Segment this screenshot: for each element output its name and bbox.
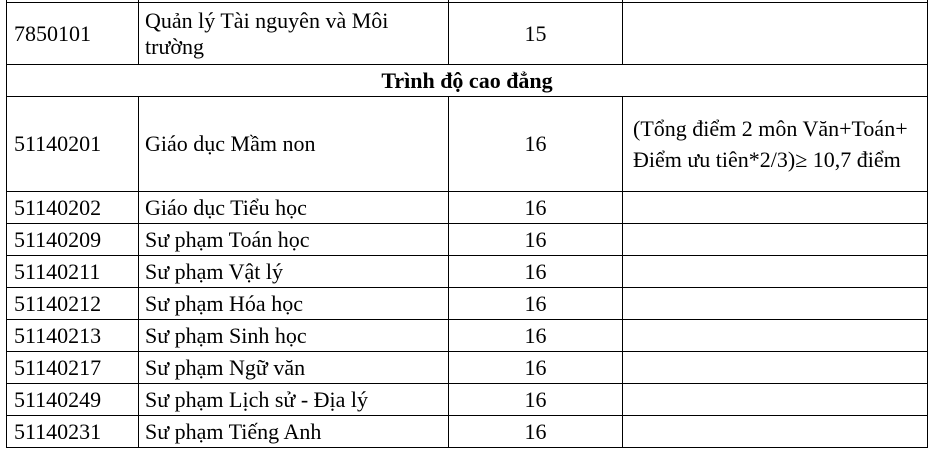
major-name: Sư phạm Tiếng Anh	[138, 415, 449, 448]
major-code: 51140249	[6, 383, 139, 416]
min-score: 16	[448, 383, 623, 416]
note	[622, 319, 928, 352]
table-row: 51140212 Sư phạm Hóa học 16	[6, 287, 928, 320]
note	[622, 191, 928, 224]
min-score: 16	[448, 223, 623, 256]
note	[622, 383, 928, 416]
major-name: Sư phạm Vật lý	[138, 255, 449, 288]
table-row: 51140209 Sư phạm Toán học 16	[6, 223, 928, 256]
major-code: 51140209	[6, 223, 139, 256]
table-row: 7850101 Quản lý Tài nguyên và Môi trường…	[6, 2, 928, 65]
major-name: Giáo dục Tiểu học	[138, 191, 449, 224]
major-code: 51140217	[6, 351, 139, 384]
note: (Tổng điểm 2 môn Văn+Toán+ Điểm ưu tiên*…	[622, 96, 928, 192]
admission-score-table: 7850101 Quản lý Tài nguyên và Môi trường…	[6, 0, 928, 448]
major-name: Quản lý Tài nguyên và Môi trường	[138, 2, 449, 65]
major-name: Giáo dục Mầm non	[138, 96, 449, 192]
major-name: Sư phạm Ngữ văn	[138, 351, 449, 384]
table-row: 51140211 Sư phạm Vật lý 16	[6, 255, 928, 288]
major-name: Sư phạm Sinh học	[138, 319, 449, 352]
major-name: Sư phạm Lịch sử - Địa lý	[138, 383, 449, 416]
note	[622, 255, 928, 288]
table-row: 51140249 Sư phạm Lịch sử - Địa lý 16	[6, 383, 928, 416]
min-score: 16	[448, 415, 623, 448]
major-code: 51140202	[6, 191, 139, 224]
section-header-row: Trình độ cao đẳng	[6, 64, 928, 97]
table-row: 51140213 Sư phạm Sinh học 16	[6, 319, 928, 352]
note	[622, 351, 928, 384]
min-score: 16	[448, 255, 623, 288]
table-row: 51140202 Giáo dục Tiểu học 16	[6, 191, 928, 224]
min-score: 16	[448, 319, 623, 352]
major-name: Sư phạm Hóa học	[138, 287, 449, 320]
min-score: 15	[448, 2, 623, 65]
major-code: 51140212	[6, 287, 139, 320]
table-row: 51140231 Sư phạm Tiếng Anh 16	[6, 415, 928, 448]
major-code: 7850101	[6, 2, 139, 65]
major-code: 51140213	[6, 319, 139, 352]
major-name: Sư phạm Toán học	[138, 223, 449, 256]
major-code: 51140211	[6, 255, 139, 288]
table-row: 51140217 Sư phạm Ngữ văn 16	[6, 351, 928, 384]
note	[622, 223, 928, 256]
min-score: 16	[448, 287, 623, 320]
section-title: Trình độ cao đẳng	[6, 64, 928, 97]
table-row: 51140201 Giáo dục Mầm non 16 (Tổng điểm 2 …	[6, 96, 928, 192]
major-code: 51140201	[6, 96, 139, 192]
note	[622, 287, 928, 320]
note	[622, 2, 928, 65]
min-score: 16	[448, 96, 623, 192]
major-code: 51140231	[6, 415, 139, 448]
min-score: 16	[448, 351, 623, 384]
min-score: 16	[448, 191, 623, 224]
note	[622, 415, 928, 448]
